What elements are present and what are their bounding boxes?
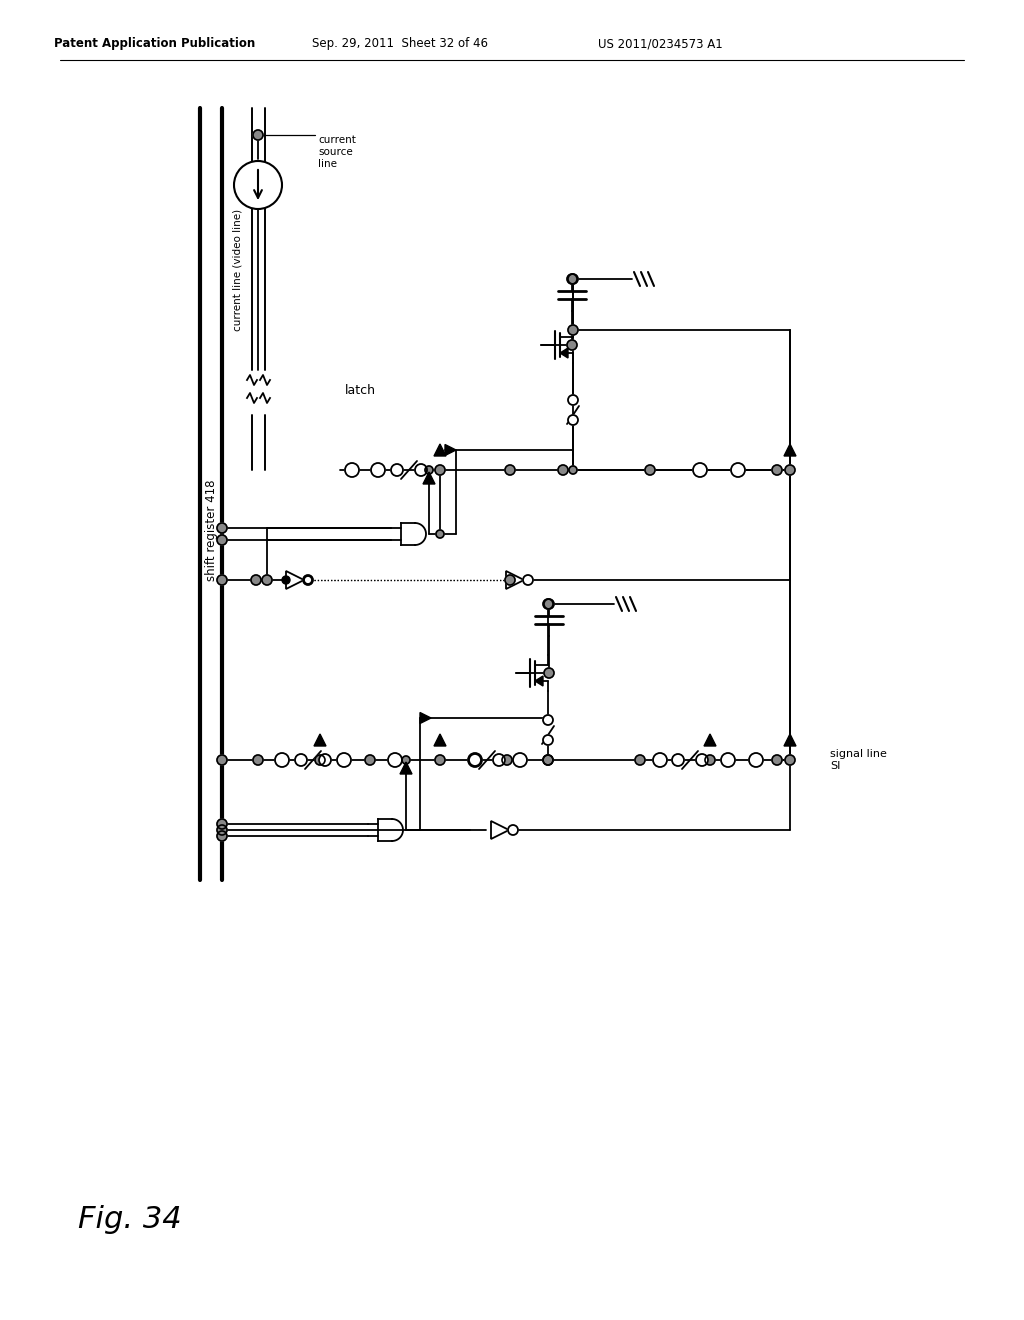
Circle shape: [568, 395, 578, 405]
Circle shape: [645, 465, 655, 475]
Circle shape: [493, 754, 505, 766]
Polygon shape: [434, 734, 446, 746]
Circle shape: [785, 755, 795, 766]
Circle shape: [544, 668, 554, 678]
Polygon shape: [784, 444, 796, 455]
Polygon shape: [286, 572, 304, 589]
Circle shape: [505, 465, 515, 475]
Circle shape: [217, 825, 227, 836]
Circle shape: [371, 463, 385, 477]
Circle shape: [262, 576, 272, 585]
Circle shape: [569, 466, 577, 474]
Text: latch: latch: [345, 384, 376, 396]
Circle shape: [543, 599, 553, 609]
Circle shape: [543, 715, 553, 725]
Circle shape: [731, 463, 745, 477]
Circle shape: [435, 465, 445, 475]
Circle shape: [345, 463, 359, 477]
Circle shape: [635, 755, 645, 766]
Polygon shape: [490, 821, 509, 840]
Circle shape: [415, 465, 427, 477]
Text: shift register 418: shift register 418: [205, 479, 217, 581]
Text: US 2011/0234573 A1: US 2011/0234573 A1: [598, 37, 722, 50]
Circle shape: [217, 818, 227, 829]
Circle shape: [508, 825, 518, 836]
Circle shape: [543, 755, 553, 766]
Polygon shape: [560, 348, 568, 358]
Circle shape: [435, 755, 445, 766]
Polygon shape: [423, 473, 435, 484]
Polygon shape: [445, 445, 456, 455]
Text: current line (video line): current line (video line): [232, 209, 242, 331]
Circle shape: [721, 752, 735, 767]
Text: Patent Application Publication: Patent Application Publication: [54, 37, 256, 50]
Text: signal line
SI: signal line SI: [830, 750, 887, 771]
Circle shape: [295, 754, 307, 766]
Text: current
source
line: current source line: [318, 136, 356, 169]
Circle shape: [568, 414, 578, 425]
Circle shape: [303, 576, 313, 585]
Circle shape: [304, 576, 312, 583]
Circle shape: [544, 599, 554, 609]
Circle shape: [315, 755, 325, 766]
Circle shape: [217, 755, 227, 766]
Polygon shape: [434, 444, 446, 455]
Circle shape: [391, 465, 403, 477]
Circle shape: [772, 465, 782, 475]
Polygon shape: [314, 734, 326, 746]
Circle shape: [568, 325, 578, 335]
Circle shape: [568, 275, 578, 284]
Circle shape: [505, 576, 515, 585]
Circle shape: [469, 754, 481, 766]
Circle shape: [402, 756, 410, 764]
Circle shape: [234, 161, 282, 209]
Circle shape: [468, 752, 482, 767]
Circle shape: [523, 576, 534, 585]
Circle shape: [251, 576, 261, 585]
Circle shape: [217, 535, 227, 545]
Circle shape: [253, 129, 263, 140]
Circle shape: [672, 754, 684, 766]
Text: Fig. 34: Fig. 34: [78, 1205, 181, 1234]
Circle shape: [705, 755, 715, 766]
Circle shape: [425, 466, 433, 474]
Circle shape: [436, 531, 444, 539]
Polygon shape: [535, 676, 543, 686]
Polygon shape: [705, 734, 716, 746]
Polygon shape: [784, 734, 796, 746]
Circle shape: [693, 463, 707, 477]
Circle shape: [696, 754, 708, 766]
Circle shape: [567, 341, 577, 350]
Circle shape: [388, 752, 402, 767]
Circle shape: [217, 576, 227, 585]
Circle shape: [558, 465, 568, 475]
Polygon shape: [506, 572, 524, 589]
Circle shape: [365, 755, 375, 766]
Polygon shape: [420, 713, 431, 723]
Circle shape: [337, 752, 351, 767]
Circle shape: [567, 275, 577, 284]
Text: Sep. 29, 2011  Sheet 32 of 46: Sep. 29, 2011 Sheet 32 of 46: [312, 37, 488, 50]
Circle shape: [543, 755, 553, 766]
Circle shape: [513, 752, 527, 767]
Circle shape: [275, 752, 289, 767]
Circle shape: [653, 752, 667, 767]
Circle shape: [749, 752, 763, 767]
Circle shape: [217, 832, 227, 841]
Circle shape: [502, 755, 512, 766]
Circle shape: [253, 755, 263, 766]
Circle shape: [319, 754, 331, 766]
Polygon shape: [400, 762, 412, 774]
Circle shape: [217, 523, 227, 533]
Circle shape: [785, 465, 795, 475]
Circle shape: [543, 735, 553, 744]
Circle shape: [772, 755, 782, 766]
Circle shape: [282, 576, 290, 583]
